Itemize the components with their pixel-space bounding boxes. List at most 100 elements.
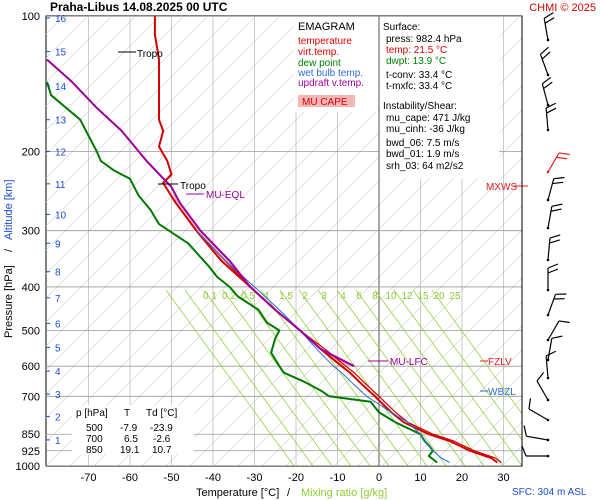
wind-barb-flag	[553, 176, 565, 180]
mxws-label: MXWS	[486, 182, 517, 193]
temperature-tick-label: -40	[205, 472, 221, 484]
wind-barb-flag	[550, 208, 562, 212]
y-axis-label-sep: /	[3, 248, 15, 252]
wind-barb-flag	[523, 425, 527, 437]
mixing-ratio-tick-label: 3	[321, 291, 327, 302]
series-line-dew-point	[46, 81, 438, 464]
y-axis-label-pressure: Pressure [hPa]	[3, 265, 15, 338]
surface-tconv: t-conv: 33.4 °C	[386, 70, 452, 81]
pressure-tick-label: 300	[22, 226, 40, 238]
wind-barb-glyph	[528, 398, 550, 422]
wind-barb-flag	[549, 234, 561, 239]
pressure-tick-label: 850	[22, 429, 40, 441]
wind-barb-base	[546, 73, 550, 77]
temperature-tick-label: 0	[376, 472, 382, 484]
legend-item-virt-temp: virt.temp.	[298, 47, 339, 58]
wind-barb-flag	[558, 320, 570, 324]
pressure-tick-label: 700	[22, 391, 40, 403]
wind-barb-flag	[556, 156, 568, 160]
wind-barb-glyph	[539, 46, 551, 77]
adiabat-line	[429, 373, 522, 466]
altitude-tick-label: 4	[55, 367, 61, 378]
mixing-ratio-line	[431, 289, 522, 415]
mixing-ratio-tick-label: 15	[417, 291, 429, 302]
wind-barb-flag	[549, 239, 560, 244]
pressure-tick-label: 100	[22, 11, 40, 23]
legend-item-updraft: updraft v.temp.	[298, 78, 364, 89]
wind-barb-shaft	[543, 18, 549, 41]
info-panel: Surface: press: 982.4 hPa temp: 21.5 °C …	[380, 17, 499, 179]
adiabat-line	[189, 133, 522, 466]
adiabat-line	[309, 253, 522, 466]
wind-barb	[546, 293, 567, 317]
series-line-updraft-v-temp-	[46, 58, 355, 368]
legend-item-temperature: temperature	[298, 36, 352, 47]
temperature-tick-label: -30	[247, 472, 263, 484]
mixing-ratio-line	[203, 289, 333, 466]
table-row-500-t: -7.9	[120, 423, 138, 434]
altitude-tick-label: 5	[55, 343, 61, 354]
table-row-500-p: 500	[86, 423, 103, 434]
wind-barb-base	[546, 103, 550, 107]
table-header-td: Td [°C]	[146, 408, 177, 419]
wind-barb-shaft	[528, 408, 549, 421]
temperature-tick-label: -70	[81, 472, 97, 484]
wind-barb-flag	[545, 350, 556, 357]
adiabat-line	[46, 16, 161, 131]
instability-bwd-01: bwd_01: 1.9 m/s	[386, 149, 459, 160]
wind-barb-flag	[551, 335, 563, 339]
adiabat-line	[46, 16, 305, 275]
wind-barb-glyph	[546, 335, 563, 362]
wind-barb-glyph	[521, 445, 550, 458]
altitude-tick-label: 8	[55, 268, 61, 279]
mixing-ratio-line	[336, 289, 466, 466]
wind-barb-flag	[545, 102, 556, 109]
chart-title: Praha-Libus 14.08.2025 00 UTC	[50, 0, 228, 14]
wind-barb-shaft	[545, 356, 549, 379]
wind-barb-flag	[547, 268, 559, 274]
wind-barb-glyph	[546, 152, 570, 174]
altitude-tick-label: 7	[55, 294, 61, 305]
wind-barb-glyph	[536, 372, 550, 402]
mixing-ratio-line	[412, 289, 522, 441]
mixing-ratio-tick-label: 1.5	[279, 291, 293, 302]
wind-barb	[546, 234, 561, 262]
fzlv-label: FZLV	[488, 357, 512, 368]
wind-barb	[528, 398, 550, 422]
wind-barb	[546, 263, 559, 292]
wind-barb-flag	[551, 203, 563, 207]
credit-text: CHMI © 2025	[529, 2, 596, 14]
wind-barb-base	[546, 438, 550, 442]
instability-mu-cinh: mu_cinh: -36 J/kg	[386, 124, 465, 135]
mixing-ratio-line	[165, 289, 295, 466]
instability-srh-03: srh_03: 64 m2/s2	[386, 161, 464, 172]
sfc-elevation-text: SFC: 304 m ASL	[512, 487, 587, 498]
table-header-p: p [hPa]	[76, 408, 108, 419]
wind-barb-shaft	[547, 294, 557, 316]
mixing-ratio-line	[374, 289, 504, 466]
wind-barb	[536, 372, 550, 402]
wind-barb-base	[546, 258, 550, 262]
adiabat-line	[0, 16, 16, 466]
wind-barb-glyph	[546, 263, 559, 292]
wind-barb	[541, 76, 553, 107]
mixing-ratio-line	[184, 289, 314, 466]
wind-barb-flag	[544, 17, 555, 24]
cape-legend-swatch	[298, 95, 355, 107]
adiabat-line	[46, 16, 209, 179]
wind-barb-glyph	[546, 203, 563, 230]
altitude-tick-label: 13	[55, 116, 67, 127]
adiabat-line	[46, 16, 137, 107]
adiabat-line	[46, 16, 257, 227]
table-row-500-td: -23.9	[150, 423, 173, 434]
wind-barb-base	[546, 226, 550, 230]
wind-barb	[546, 203, 563, 230]
pressure-tick-label: 400	[22, 282, 40, 294]
wind-barb	[539, 46, 551, 77]
mixing-ratio-tick-label: 0.2	[222, 291, 236, 302]
mixing-ratio-tick-label: 8	[372, 291, 378, 302]
adiabat-line	[141, 85, 522, 466]
wind-barb-shaft	[526, 435, 549, 441]
wind-barb-flag	[540, 46, 549, 55]
